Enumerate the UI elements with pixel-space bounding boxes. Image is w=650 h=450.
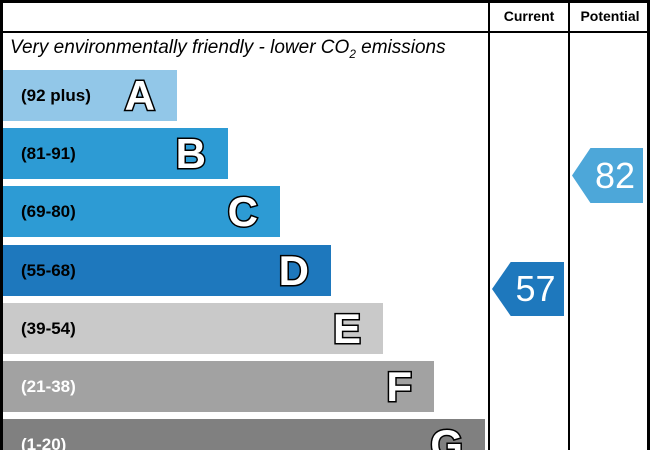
potential-column-header: Potential [580,7,640,24]
band-row-e: (39-54) E [3,303,383,354]
band-letter: A [123,71,156,121]
band-letter: D [277,246,310,296]
band-row-a: (92 plus) A [3,70,177,121]
band-range-label: (1-20) [21,434,67,450]
chart-title: Very environmentally friendly - lower CO… [10,37,485,61]
band-row-c: (69-80) C [3,186,280,237]
band-row-g: (1-20) G [3,419,485,450]
band-range-label: (69-80) [21,201,76,221]
band-range-label: (39-54) [21,318,76,338]
title-subscript: 2 [349,47,356,61]
band-range-label: (81-91) [21,143,76,163]
current-column-divider [488,0,490,450]
current-rating-value: 57 [515,268,556,309]
band-row-d: (55-68) D [3,245,331,296]
band-letter: E [331,304,362,354]
band-range-label: (55-68) [21,260,76,280]
band-row-b: (81-91) B [3,128,228,179]
band-letter: G [429,420,465,450]
title-text-suffix: emissions [355,37,446,58]
title-text: Very environmentally friendly - lower CO [10,37,350,58]
current-rating-arrow: 57 [492,262,564,316]
band-range-label: (21-38) [21,376,76,396]
potential-rating-value: 82 [594,154,636,196]
header-divider-line [0,31,650,33]
band-letter: B [174,129,207,179]
band-letter: F [385,362,414,412]
potential-rating-arrow: 82 [572,148,643,203]
band-letter: C [226,187,259,237]
band-range-label: (92 plus) [21,85,91,105]
current-column-header: Current [503,7,555,24]
band-row-f: (21-38) F [3,361,434,412]
potential-column-divider [568,0,570,450]
